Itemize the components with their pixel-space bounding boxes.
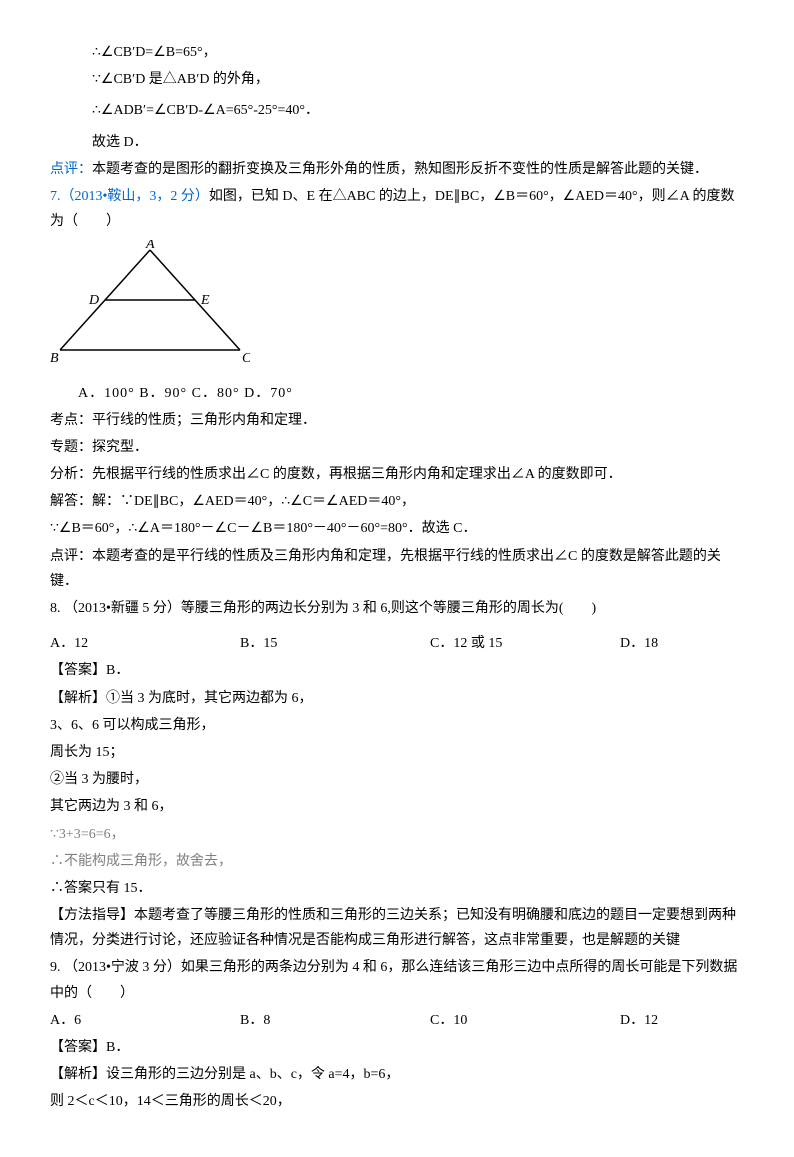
analysis-8-6: ∵3+3=6=6， (50, 822, 744, 847)
svg-text:D: D (88, 293, 99, 308)
question-8-options: A．12 B．15 C．12 或 15 D．18 (50, 631, 744, 656)
step-line-3: ∴∠ADB′=∠CB′D-∠A=65°-25°=40°． (92, 98, 744, 123)
analysis-8-4: ②当 3 为腰时， (50, 767, 744, 792)
option-8-b: B．15 (240, 631, 430, 656)
analysis-line: 分析：先根据平行线的性质求出∠C 的度数，再根据三角形内角和定理求出∠A 的度数… (50, 462, 744, 487)
option-8-d: D．18 (620, 631, 744, 656)
option-8-a: A．12 (50, 631, 240, 656)
comment-7: 点评：本题考查的是平行线的性质及三角形内角和定理，先根据平行线的性质求出∠C 的… (50, 544, 744, 594)
analysis-8-8: ∴答案只有 15． (50, 876, 744, 901)
option-9-a: A．6 (50, 1008, 240, 1033)
analysis-8-1: 【解析】①当 3 为底时，其它两边都为 6， (50, 686, 744, 711)
answer-line: 故选 D． (92, 130, 744, 155)
analysis-8-3: 周长为 15； (50, 740, 744, 765)
question-7: 7.（2013•鞍山，3，2 分）如图，已知 D、E 在△ABC 的边上，DE∥… (50, 184, 744, 234)
comment-block: 点评：本题考查的是图形的翻折变换及三角形外角的性质，熟知图形反折不变性的性质是解… (50, 157, 744, 182)
option-9-d: D．12 (620, 1008, 744, 1033)
svg-text:A: A (145, 240, 155, 252)
triangle-diagram: A B C D E (50, 240, 744, 374)
option-9-b: B．8 (240, 1008, 430, 1033)
step-line-1: ∴∠CB′D=∠B=65°， (92, 40, 744, 65)
answer-9: 【答案】B． (50, 1035, 744, 1060)
option-9-c: C．10 (430, 1008, 620, 1033)
option-8-c: C．12 或 15 (430, 631, 620, 656)
analysis-8-2: 3、6、6 可以构成三角形， (50, 713, 744, 738)
solution-line-2: ∵∠B＝60°，∴∠A＝180°－∠C－∠B＝180°－40°－60°=80°．… (50, 516, 744, 541)
question-9-options: A．6 B．8 C．10 D．12 (50, 1008, 744, 1033)
question-8: 8. （2013•新疆 5 分）等腰三角形的两边长分别为 3 和 6,则这个等腰… (50, 596, 744, 621)
analysis-9-2: 则 2＜c＜10，14＜三角形的周长＜20， (50, 1089, 744, 1114)
subject-line: 专题：探究型． (50, 435, 744, 460)
method-8: 【方法指导】本题考查了等腰三角形的性质和三角形的三边关系；已知没有明确腰和底边的… (50, 903, 744, 953)
analysis-8-5: 其它两边为 3 和 6， (50, 794, 744, 819)
svg-text:C: C (242, 351, 250, 365)
solution-line-1: 解答：解：∵DE∥BC，∠AED＝40°，∴∠C＝∠AED＝40°， (50, 489, 744, 514)
answer-8: 【答案】B． (50, 658, 744, 683)
svg-text:E: E (200, 293, 210, 308)
topic-line: 考点：平行线的性质；三角形内角和定理． (50, 408, 744, 433)
analysis-9-1: 【解析】设三角形的三边分别是 a、b、c，令 a=4，b=6， (50, 1062, 744, 1087)
svg-text:B: B (50, 351, 59, 365)
analysis-8-7: ∴不能构成三角形，故舍去， (50, 849, 744, 874)
comment-text: 本题考查的是图形的翻折变换及三角形外角的性质，熟知图形反折不变性的性质是解答此题… (92, 162, 708, 177)
question-7-ref: 7.（2013•鞍山，3，2 分） (50, 189, 209, 204)
step-line-2: ∵∠CB′D 是△AB′D 的外角， (92, 67, 744, 92)
comment-label: 点评： (50, 162, 92, 177)
question-7-options: A．100° B．90° C．80° D．70° (78, 381, 744, 406)
question-9: 9. （2013•宁波 3 分）如果三角形的两条边分别为 4 和 6，那么连结该… (50, 955, 744, 1005)
spacer (50, 623, 744, 631)
